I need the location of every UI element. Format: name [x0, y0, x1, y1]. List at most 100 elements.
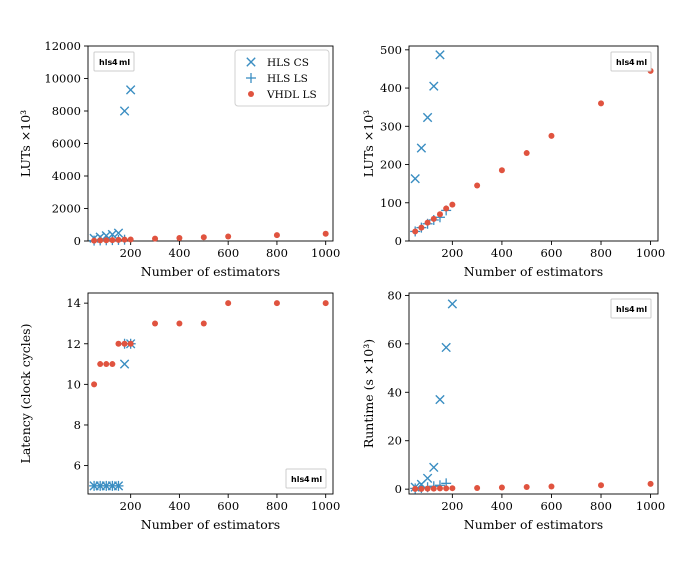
data-point [200, 320, 207, 327]
legend-marker [248, 91, 254, 97]
y-tick-label: 40 [387, 385, 402, 399]
logo-4-text: 4 [629, 305, 635, 314]
data-point [422, 473, 433, 483]
data-point [109, 237, 116, 244]
y-tick-label: 60 [387, 337, 402, 351]
x-tick-label: 800 [590, 499, 612, 513]
logo-ml-text: ml [636, 305, 647, 314]
y-tick-label: 200 [380, 158, 402, 172]
data-point [91, 237, 98, 244]
x-axis-label: Number of estimators [141, 517, 280, 532]
y-tick-label: 80 [387, 288, 402, 302]
data-point [97, 361, 104, 368]
data-point [474, 484, 481, 491]
x-axis-label: Number of estimators [464, 517, 603, 532]
data-point [647, 480, 654, 487]
data-point [498, 484, 505, 491]
legend-frame [234, 49, 330, 107]
legend-label: HLS CS [267, 57, 309, 69]
logo-4-text: 4 [112, 58, 118, 67]
data-point [449, 201, 456, 208]
x-tick-label: 400 [491, 499, 513, 513]
series-vhdl-ls [412, 480, 654, 492]
y-tick-label: 20 [387, 434, 402, 448]
data-point [410, 173, 420, 184]
data-point [115, 236, 122, 243]
logo-4-text: 4 [629, 58, 635, 67]
data-point [430, 485, 437, 492]
x-tick-label: 800 [266, 246, 288, 260]
y-tick-label: 8000 [52, 104, 81, 118]
data-point [125, 85, 136, 95]
y-tick-label: 6000 [52, 137, 81, 151]
data-point [416, 143, 427, 153]
y-tick-label: 500 [380, 43, 402, 57]
series-vhdl-ls [91, 300, 329, 388]
data-point [119, 359, 130, 369]
x-tick-label: 800 [590, 246, 612, 260]
data-point [443, 485, 450, 492]
legend-marker [246, 57, 256, 67]
series-vhdl-ls [91, 230, 329, 244]
x-tick-label: 200 [441, 499, 463, 513]
data-point [474, 182, 481, 189]
x-tick-label: 1000 [636, 246, 665, 260]
x-tick-label: 1000 [636, 499, 665, 513]
y-tick-label: 100 [380, 196, 402, 210]
data-point [322, 300, 329, 307]
data-point [449, 485, 456, 492]
y-tick-label: 14 [66, 296, 81, 310]
x-tick-label: 1000 [311, 499, 340, 513]
data-point [548, 483, 555, 490]
y-tick-label: 8 [74, 418, 81, 432]
y-tick-label: 4000 [52, 169, 81, 183]
y-tick-label: 0 [395, 234, 402, 248]
logo-4-text: 4 [304, 475, 310, 484]
x-tick-label: 200 [120, 499, 142, 513]
data-point [113, 480, 124, 491]
hls4ml-logo: hls 4 ml [610, 298, 652, 319]
hls4ml-logo: hls 4 ml [93, 51, 135, 72]
data-point [435, 394, 445, 405]
y-tick-label: 6 [74, 459, 81, 473]
data-point [436, 485, 443, 492]
logo-hls-text: hls [616, 305, 629, 314]
data-point [418, 224, 425, 231]
series-vhdl-ls [412, 67, 654, 235]
data-point [598, 100, 605, 107]
chart-panel-4: 200 400 600 800 1000 0 20 40 60 80 Number of estim… [361, 288, 665, 532]
chart-panel-1: 200 400 600 800 1000020004000600080001000012… [18, 39, 340, 279]
y-tick-label: 0 [395, 482, 402, 496]
data-point [109, 361, 116, 368]
data-point [176, 234, 183, 241]
data-point [225, 233, 232, 240]
x-tick-label: 400 [168, 246, 190, 260]
data-point [412, 228, 419, 235]
data-point [273, 300, 280, 307]
y-tick-label: 10 [66, 377, 81, 391]
hls4ml-logo: hls 4 ml [610, 51, 652, 72]
data-point [91, 381, 98, 388]
y-axis-label: Latency (clock cycles) [18, 324, 33, 464]
x-tick-label: 1000 [311, 246, 340, 260]
x-tick-label: 600 [540, 246, 562, 260]
chart-panel-2: 200 400 600 800 1000 0 100 200 300 400 500 Number o… [361, 43, 665, 279]
data-point [441, 342, 451, 353]
data-point [127, 236, 134, 243]
x-tick-label: 600 [217, 246, 239, 260]
legend-label: VHDL LS [266, 89, 317, 101]
x-tick-label: 200 [120, 246, 142, 260]
data-point [113, 228, 124, 238]
x-tick-label: 600 [540, 499, 562, 513]
logo-frame [610, 51, 652, 72]
data-point [447, 299, 458, 309]
x-axis-label: Number of estimators [141, 264, 280, 279]
data-point [322, 230, 329, 237]
axes-frame [408, 45, 659, 242]
y-tick-label: 12000 [44, 39, 81, 53]
logo-ml-text: ml [119, 58, 130, 67]
data-point [97, 237, 104, 244]
data-point [422, 112, 433, 123]
data-point [200, 234, 207, 241]
data-point [152, 235, 159, 242]
